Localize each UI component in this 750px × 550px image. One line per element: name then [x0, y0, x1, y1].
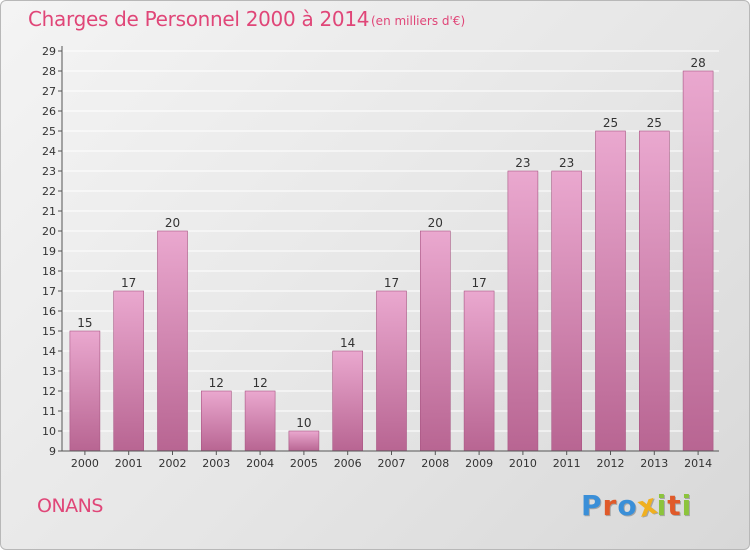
x-tick-label-2009: 2009	[465, 457, 493, 470]
data-label-2001: 17	[121, 276, 136, 290]
y-tick-label: 21	[42, 205, 56, 218]
data-label-2006: 14	[340, 336, 355, 350]
y-tick-label: 10	[42, 425, 56, 438]
y-tick-label: 16	[42, 305, 56, 318]
y-tick-label: 28	[42, 65, 56, 78]
chart-title: Charges de Personnel 2000 à 2014	[28, 7, 370, 31]
y-tick-label: 9	[49, 445, 56, 458]
y-tick-label: 15	[42, 325, 56, 338]
data-label-2010: 23	[515, 156, 530, 170]
bar-2013	[638, 130, 670, 452]
y-tick-label: 12	[42, 385, 56, 398]
x-tick-label-2006: 2006	[334, 457, 362, 470]
x-tick-label-2003: 2003	[202, 457, 230, 470]
x-tick-label-2013: 2013	[640, 457, 668, 470]
bar-2009	[463, 290, 495, 452]
bar-2007	[376, 290, 407, 452]
bar-2010	[507, 170, 539, 452]
logo-letter: i	[681, 489, 693, 522]
y-tick-label: 14	[42, 345, 56, 358]
data-label-2005: 10	[296, 416, 311, 430]
y-tick-label: 23	[42, 165, 56, 178]
data-label-2007: 17	[384, 276, 399, 290]
x-tick-label-2011: 2011	[553, 457, 581, 470]
data-label-2011: 23	[559, 156, 574, 170]
bar-2011	[551, 170, 583, 452]
data-label-2000: 15	[77, 316, 92, 330]
bar-2012	[595, 130, 626, 452]
data-label-2008: 20	[428, 216, 443, 230]
data-label-2013: 25	[647, 116, 662, 130]
logo-letter: i	[656, 489, 668, 522]
y-tick-label: 17	[42, 285, 56, 298]
proxiti-logo: Proxiti	[581, 487, 693, 524]
logo-letter: P	[581, 489, 603, 522]
bar-2005	[288, 430, 320, 452]
x-tick-label-2001: 2001	[115, 457, 143, 470]
labels: 9 10 11 12 13 14 15 16 17 18 19 20 21 22 23 24 25 26 27 28 2…	[42, 45, 712, 470]
bar-2014	[682, 70, 714, 452]
y-tick-label: 24	[42, 145, 56, 158]
x-tick-label-2007: 2007	[378, 457, 406, 470]
bar-2003	[201, 390, 232, 452]
data-label-2002: 20	[165, 216, 180, 230]
data-label-2004: 12	[252, 376, 267, 390]
y-tick-label: 11	[42, 405, 56, 418]
bar-2004	[244, 390, 276, 452]
x-tick-label-2002: 2002	[159, 457, 187, 470]
y-tick-label: 26	[42, 105, 56, 118]
chart-subtitle: (en milliers d'€)	[371, 14, 466, 28]
logo-letter: r	[602, 489, 618, 522]
x-tick-label-2000: 2000	[71, 457, 99, 470]
y-tick-label: 20	[42, 225, 56, 238]
x-tick-label-2004: 2004	[246, 457, 274, 470]
bar-2008	[419, 230, 451, 452]
data-label-2003: 12	[209, 376, 224, 390]
y-tick-label: 18	[42, 265, 56, 278]
y-tick-label: 22	[42, 185, 56, 198]
data-label-2009: 17	[471, 276, 486, 290]
x-tick-label-2008: 2008	[421, 457, 449, 470]
y-tick-label: 25	[42, 125, 56, 138]
bars	[69, 70, 714, 452]
x-tick-label-2010: 2010	[509, 457, 537, 470]
bar-2001	[113, 290, 144, 452]
y-tick-label: 29	[42, 45, 56, 58]
x-tick-label-2005: 2005	[290, 457, 318, 470]
bar-2006	[332, 350, 364, 452]
y-tick-label: 13	[42, 365, 56, 378]
bar-2000	[69, 330, 101, 452]
data-label-2014: 28	[690, 56, 705, 70]
logo-letter: t	[667, 489, 682, 522]
x-tick-label-2012: 2012	[597, 457, 625, 470]
place-name: ONANS	[37, 495, 103, 517]
bar-2002	[157, 230, 188, 452]
logo-letter: o	[617, 489, 638, 522]
data-label-2012: 25	[603, 116, 618, 130]
x-tick-label-2014: 2014	[684, 457, 712, 470]
y-tick-label: 27	[42, 85, 56, 98]
axes	[58, 46, 719, 455]
y-tick-label: 19	[42, 245, 56, 258]
